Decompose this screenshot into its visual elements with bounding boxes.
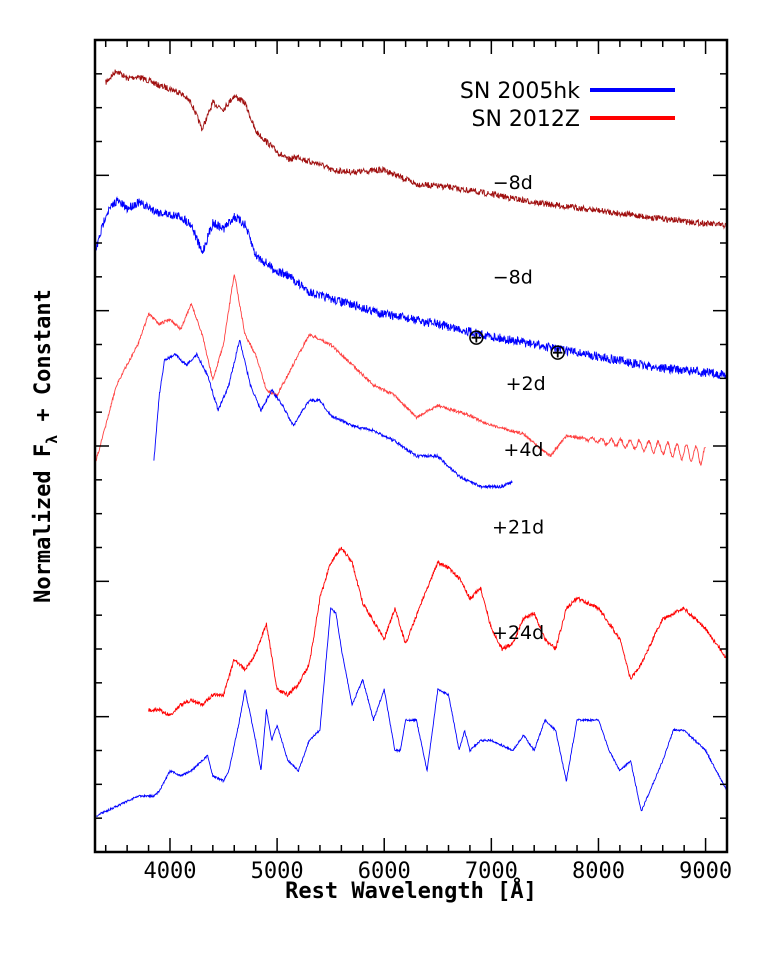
- y-axis-title-suffix: + Constant: [31, 289, 56, 435]
- epoch-label: −8d: [493, 172, 533, 194]
- spectrum-line: [94, 195, 728, 380]
- telluric-symbol: ⊕: [549, 341, 567, 366]
- x-tick-label: 4000: [143, 859, 196, 884]
- x-tick-label: 9000: [679, 859, 732, 884]
- epoch-label: +24d: [492, 622, 544, 644]
- spectrum-line: [105, 69, 728, 230]
- epoch-labels: −8d −8d +2d +4d +21d +24d: [492, 172, 546, 644]
- x-tick-label: 6000: [358, 859, 411, 884]
- spectrum-line: [153, 339, 513, 490]
- epoch-label: +2d: [506, 373, 546, 395]
- spectrum-line: [94, 274, 706, 467]
- y-axis-ticks: [95, 39, 727, 853]
- y-axis-title: Normalized Fλ + Constant: [31, 289, 61, 603]
- epoch-label: +4d: [503, 439, 543, 461]
- y-axis-title-subscript: λ: [43, 435, 61, 444]
- x-tick-label: 5000: [251, 859, 304, 884]
- plot-frame: [93, 38, 729, 854]
- spectrum-line: [94, 607, 728, 817]
- epoch-label: +21d: [492, 516, 544, 538]
- x-axis-ticks: 4000 5000 6000 7000 8000 9000: [104, 40, 732, 884]
- y-axis-title-main: Normalized F: [31, 444, 56, 603]
- spectra-group: [94, 69, 728, 817]
- spectrum-line: [148, 546, 728, 717]
- x-axis-title: Rest Wavelength [Å]: [285, 878, 537, 904]
- x-tick-label: 8000: [572, 859, 625, 884]
- legend-label: SN 2005hk: [460, 79, 580, 104]
- epoch-label: −8d: [493, 267, 533, 289]
- legend: SN 2005hk SN 2012Z: [460, 79, 675, 132]
- legend-label: SN 2012Z: [472, 107, 580, 132]
- telluric-markers: ⊕⊕: [467, 326, 567, 366]
- x-tick-label: 7000: [465, 859, 518, 884]
- telluric-symbol: ⊕: [467, 326, 485, 351]
